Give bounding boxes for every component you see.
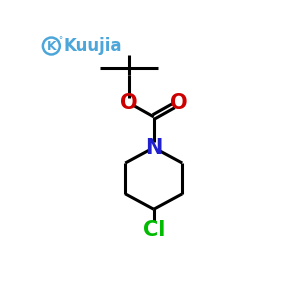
Text: Kuujia: Kuujia [64, 37, 122, 55]
Text: °: ° [58, 36, 63, 45]
Text: O: O [120, 93, 138, 113]
Text: O: O [169, 93, 187, 113]
Text: Cl: Cl [142, 220, 165, 240]
Text: K: K [46, 40, 56, 52]
Text: N: N [145, 138, 162, 158]
